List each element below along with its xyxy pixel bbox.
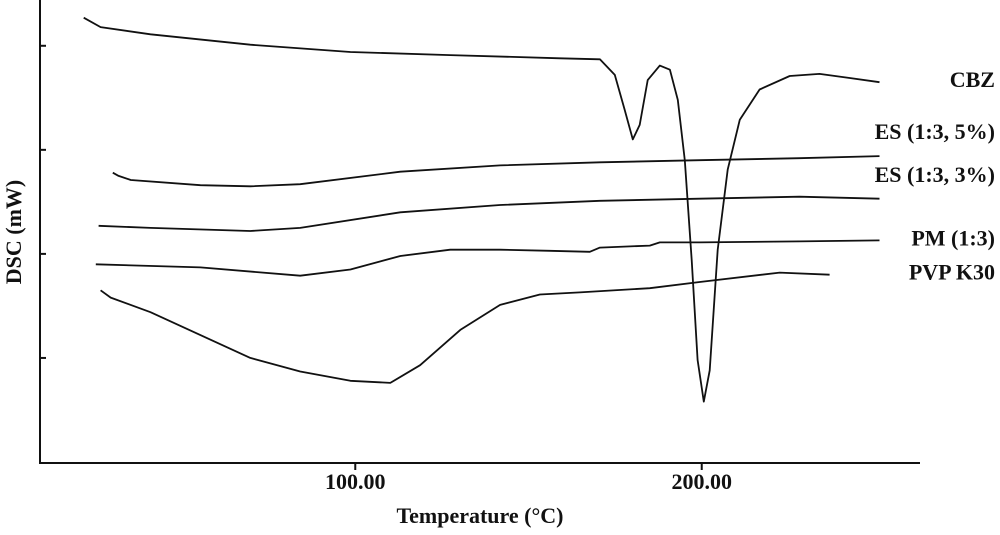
series-label: CBZ — [950, 67, 995, 92]
series-label: PM (1:3) — [911, 225, 995, 250]
x-tick-label: 100.00 — [325, 469, 386, 494]
x-axis-label: Temperature (°C) — [396, 503, 563, 528]
series-label: PVP K30 — [909, 260, 995, 285]
series-line — [112, 155, 880, 188]
series-line — [83, 16, 880, 403]
series-line — [95, 239, 880, 277]
series-label: ES (1:3, 5%) — [875, 119, 995, 144]
series-line — [98, 195, 880, 232]
y-axis-label: DSC (mW) — [1, 180, 26, 285]
x-tick-label: 200.00 — [671, 469, 732, 494]
series-label: ES (1:3, 3%) — [875, 162, 995, 187]
series-line — [100, 271, 830, 384]
